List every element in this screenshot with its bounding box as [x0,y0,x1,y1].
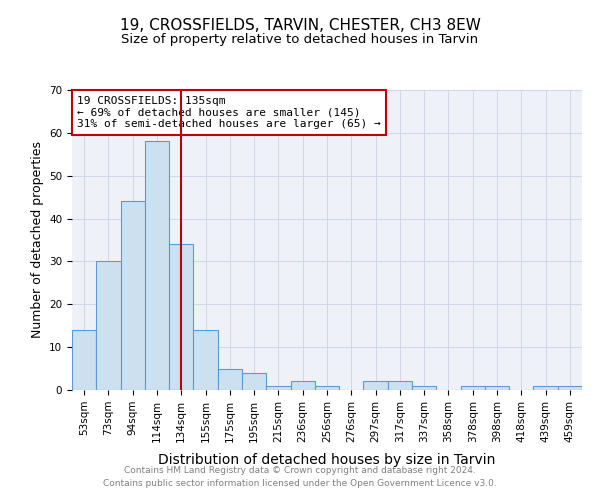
Text: 19 CROSSFIELDS: 135sqm
← 69% of detached houses are smaller (145)
31% of semi-de: 19 CROSSFIELDS: 135sqm ← 69% of detached… [77,96,381,129]
Bar [218,368,242,390]
Bar [364,382,388,390]
Bar [461,386,485,390]
Bar [145,142,169,390]
Bar [266,386,290,390]
Y-axis label: Number of detached properties: Number of detached properties [31,142,44,338]
Bar [558,386,582,390]
X-axis label: Distribution of detached houses by size in Tarvin: Distribution of detached houses by size … [158,453,496,467]
Text: 19, CROSSFIELDS, TARVIN, CHESTER, CH3 8EW: 19, CROSSFIELDS, TARVIN, CHESTER, CH3 8E… [119,18,481,32]
Bar [242,373,266,390]
Bar [533,386,558,390]
Bar [412,386,436,390]
Bar [72,330,96,390]
Bar [485,386,509,390]
Bar [169,244,193,390]
Text: Size of property relative to detached houses in Tarvin: Size of property relative to detached ho… [121,32,479,46]
Bar [290,382,315,390]
Bar [121,202,145,390]
Text: Contains HM Land Registry data © Crown copyright and database right 2024.
Contai: Contains HM Land Registry data © Crown c… [103,466,497,487]
Bar [193,330,218,390]
Bar [388,382,412,390]
Bar [315,386,339,390]
Bar [96,262,121,390]
